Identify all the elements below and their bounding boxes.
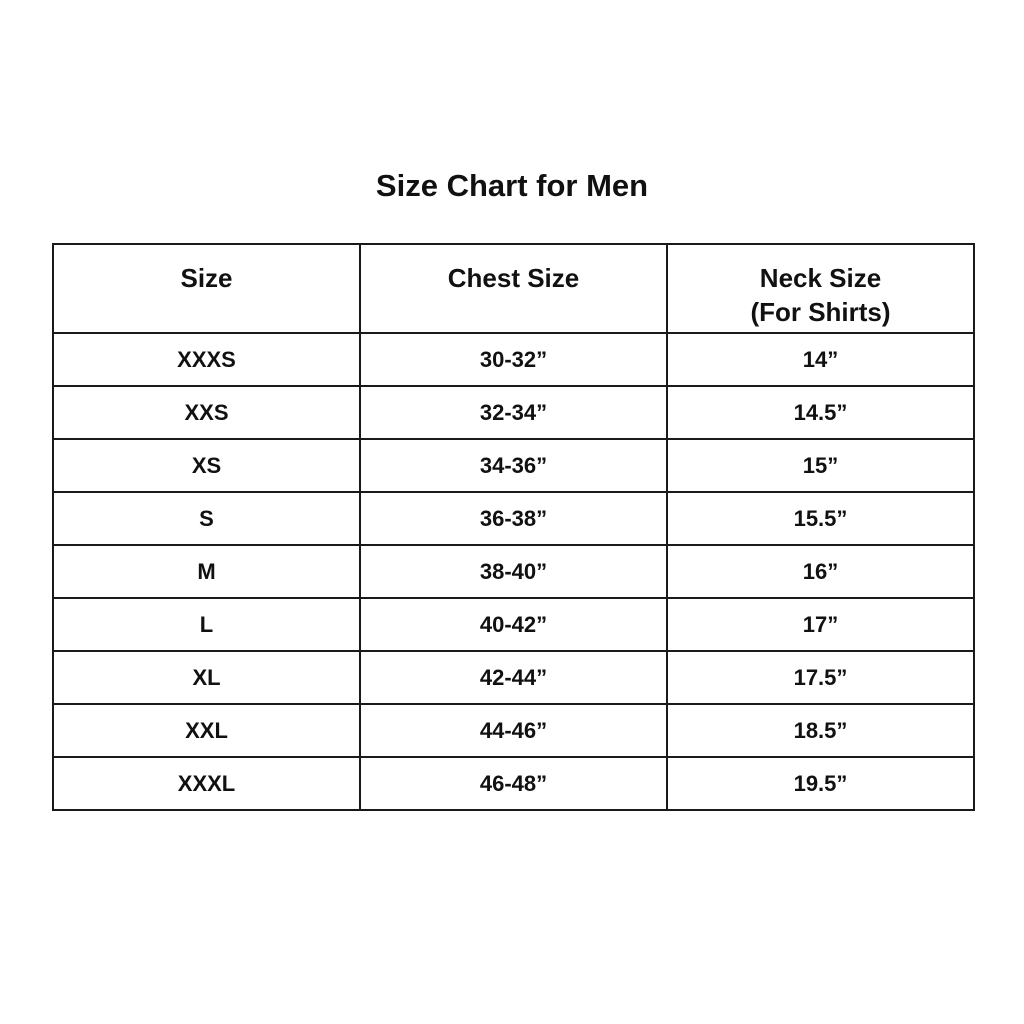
header-size: Size	[52, 243, 361, 334]
cell-neck: 17.5”	[666, 650, 975, 705]
page-title: Size Chart for Men	[375, 168, 649, 203]
cell-neck: 14.5”	[666, 385, 975, 440]
cell-size: L	[52, 597, 361, 652]
table-row: XL 42-44” 17.5”	[52, 650, 975, 705]
table-row: XS 34-36” 15”	[52, 438, 975, 493]
cell-chest: 32-34”	[359, 385, 668, 440]
cell-neck: 19.5”	[666, 756, 975, 811]
cell-chest: 36-38”	[359, 491, 668, 546]
cell-size: XL	[52, 650, 361, 705]
header-chest-size: Chest Size	[359, 243, 668, 334]
header-neck-label: Neck Size	[759, 263, 882, 293]
size-chart-table: Size Chest Size Neck Size (For Shirts) X…	[52, 243, 975, 811]
cell-neck: 16”	[666, 544, 975, 599]
table-row: S 36-38” 15.5”	[52, 491, 975, 546]
table-row: XXXS 30-32” 14”	[52, 332, 975, 387]
cell-size: XXXL	[52, 756, 361, 811]
cell-chest: 38-40”	[359, 544, 668, 599]
table-row: L 40-42” 17”	[52, 597, 975, 652]
cell-neck: 18.5”	[666, 703, 975, 758]
cell-chest: 44-46”	[359, 703, 668, 758]
cell-chest: 30-32”	[359, 332, 668, 387]
cell-neck: 15.5”	[666, 491, 975, 546]
cell-size: XS	[52, 438, 361, 493]
cell-chest: 46-48”	[359, 756, 668, 811]
header-row: Size Chest Size Neck Size (For Shirts)	[52, 243, 975, 334]
cell-neck: 14”	[666, 332, 975, 387]
cell-size: XXL	[52, 703, 361, 758]
cell-chest: 34-36”	[359, 438, 668, 493]
cell-size: XXS	[52, 385, 361, 440]
header-neck-size: Neck Size (For Shirts)	[666, 243, 975, 334]
header-neck-sublabel: (For Shirts)	[750, 297, 891, 327]
table-row: XXXL 46-48” 19.5”	[52, 756, 975, 811]
cell-size: S	[52, 491, 361, 546]
cell-chest: 42-44”	[359, 650, 668, 705]
cell-neck: 17”	[666, 597, 975, 652]
table-row: XXL 44-46” 18.5”	[52, 703, 975, 758]
cell-chest: 40-42”	[359, 597, 668, 652]
table-row: M 38-40” 16”	[52, 544, 975, 599]
cell-size: XXXS	[52, 332, 361, 387]
table-row: XXS 32-34” 14.5”	[52, 385, 975, 440]
cell-size: M	[52, 544, 361, 599]
cell-neck: 15”	[666, 438, 975, 493]
